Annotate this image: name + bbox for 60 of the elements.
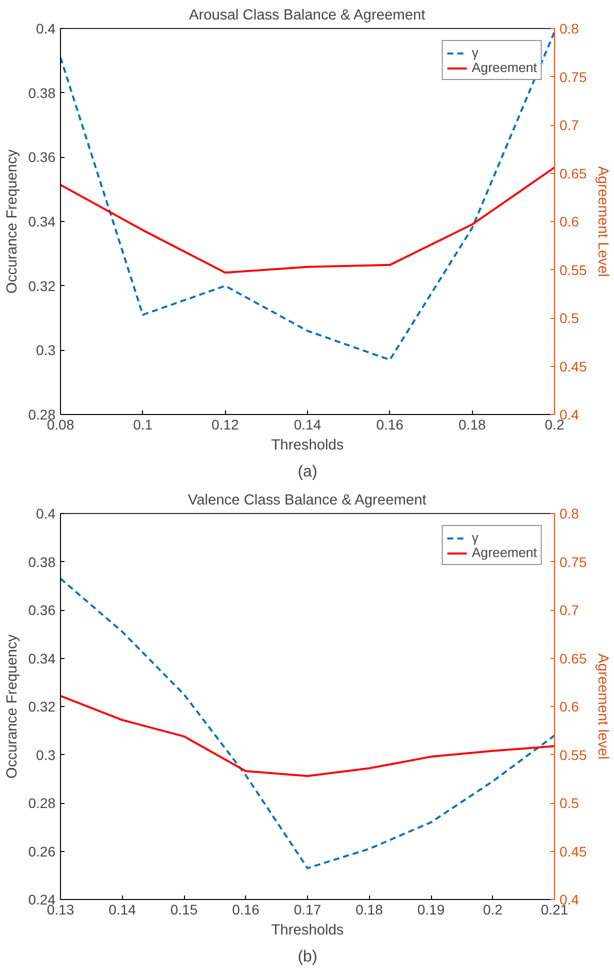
x-tick-label: 0.12: [212, 416, 240, 432]
y-tick-label: 0.3: [36, 342, 56, 358]
y2-tick-label: 0.75: [560, 68, 587, 85]
x-tick-label: 0.17: [294, 902, 322, 918]
y-tick-label: 0.36: [28, 602, 56, 618]
x-tick-label: 0.18: [356, 902, 384, 918]
y-tick-label: 0.34: [28, 650, 56, 666]
text: (b): [298, 948, 318, 966]
y2-tick-label: 0.7: [560, 602, 580, 618]
legend-label: Agreement: [472, 60, 537, 75]
line-series: [60, 694, 554, 777]
y-tick-label: 0.26: [28, 843, 56, 860]
y2-tick-label: 0.8: [560, 506, 580, 522]
y2-tick-label: 0.65: [560, 650, 587, 666]
y2-tick-label: 0.55: [560, 262, 587, 278]
y-tick-label: 0.28: [28, 795, 56, 811]
y2-tick-label: 0.65: [560, 165, 587, 182]
chart-title: Arousal Class Balance & Agreement: [188, 8, 426, 24]
x-tick-label: 0.1: [133, 416, 153, 432]
legend-label: γ: [472, 530, 480, 545]
y2-axis-title: Agreement Level: [594, 166, 611, 277]
y2-tick-label: 0.45: [560, 843, 587, 860]
y-tick-label: 0.38: [28, 84, 56, 101]
x-axis-title: Thresholds: [271, 438, 344, 454]
y2-axis-title: Agreement level: [594, 654, 611, 760]
x-tick-label: 0.16: [376, 416, 404, 432]
y2-tick-label: 0.55: [560, 746, 587, 763]
legend-label: Agreement: [472, 545, 537, 560]
legend-label: γ: [472, 45, 480, 60]
y2-tick-label: 0.6: [560, 214, 580, 230]
y-axis-title: Occurance Frequency: [4, 148, 20, 294]
y-tick-label: 0.3: [36, 746, 56, 763]
line-series: [60, 166, 554, 274]
x-tick-label: 0.14: [294, 416, 322, 432]
chart-title: Valence Class Balance & Agreement: [188, 492, 426, 508]
y2-tick-label: 0.6: [560, 698, 580, 714]
x-axis-title: Thresholds: [271, 922, 344, 938]
y-tick-label: 0.4: [36, 506, 56, 522]
x-tick-label: 0.19: [417, 902, 445, 918]
y-axis-title: Occurance Frequency: [4, 634, 20, 779]
text: (a): [298, 464, 318, 480]
y2-tick-label: 0.75: [560, 554, 587, 570]
y2-tick-label: 0.5: [560, 310, 580, 326]
y2-tick-label: 0.5: [560, 795, 580, 811]
x-tick-label: 0.16: [232, 902, 260, 918]
x-tick-label: 0.18: [458, 416, 486, 432]
x-tick-label: 0.14: [108, 902, 136, 918]
line-series: [60, 578, 554, 870]
y-tick-label: 0.36: [28, 149, 56, 166]
y-tick-label: 0.34: [28, 214, 56, 230]
x-tick-label: 0.15: [170, 902, 198, 918]
y-tick-label: 0.4: [36, 20, 56, 36]
y2-tick-label: 0.7: [560, 117, 580, 133]
y2-tick-label: 0.45: [560, 358, 587, 374]
y2-tick-label: 0.8: [560, 20, 580, 36]
y-tick-label: 0.32: [28, 698, 56, 714]
y-tick-label: 0.32: [28, 278, 56, 294]
x-tick-label: 0.2: [483, 902, 503, 918]
y-tick-label: 0.38: [28, 554, 56, 570]
line-series: [60, 30, 554, 361]
